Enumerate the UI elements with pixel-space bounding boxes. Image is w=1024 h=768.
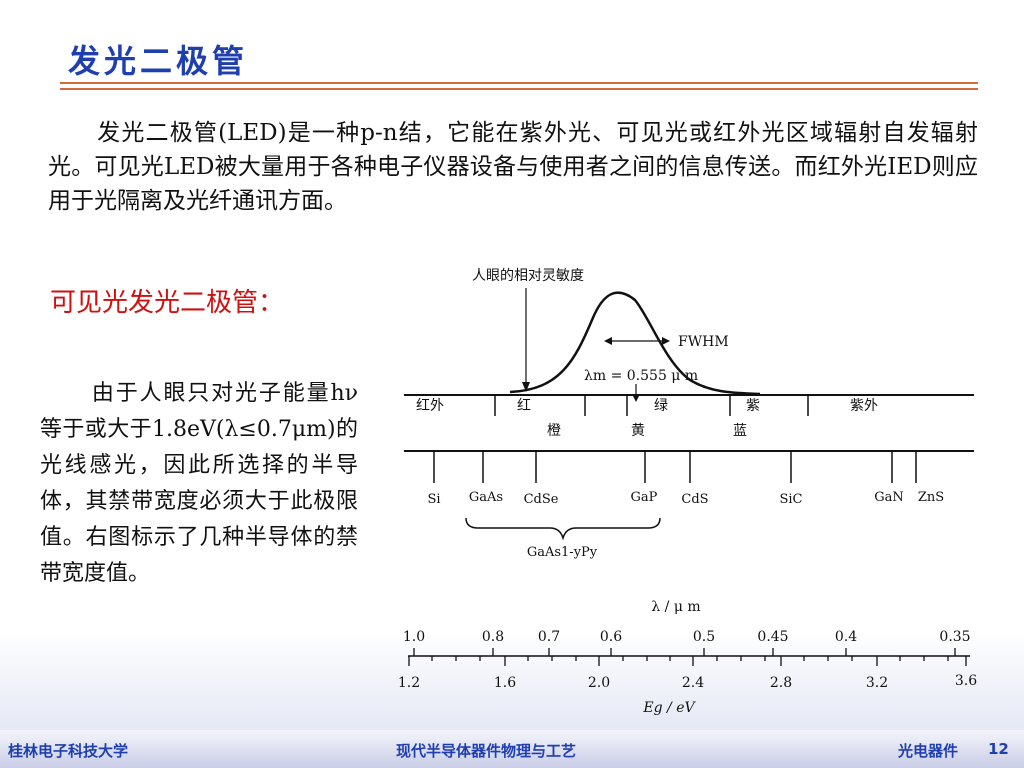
alloy-label: GaAs1-yPy	[527, 545, 598, 560]
section-subtitle: 可见光发光二极管：	[50, 288, 285, 318]
wavelength-tick-1-0: 1.0	[403, 629, 425, 645]
intro-paragraph: 发光二极管(LED)是一种p-n结，它能在紫外光、可见光或红外光区域辐射自发辐射…	[48, 116, 978, 218]
spectrum-label-orange: 橙	[547, 423, 561, 439]
footer-shade	[0, 630, 1024, 730]
spectrum-label-violet: 紫	[746, 398, 760, 414]
energy-tick-3-2: 3.2	[866, 675, 888, 691]
material-cds: CdS	[681, 492, 708, 507]
energy-tick-2-8: 2.8	[770, 675, 792, 691]
wavelength-axis-label: λ / μ m	[651, 599, 700, 615]
footer-bar: 桂林电子科技大学 现代半导体器件物理与工艺 光电器件 12	[0, 730, 1024, 768]
material-si: Si	[427, 492, 440, 507]
material-zns: ZnS	[918, 490, 944, 505]
material-cdse: CdSe	[524, 492, 559, 507]
footer-course: 现代半导体器件物理与工艺	[396, 742, 577, 760]
intro-text: 发光二极管(LED)是一种p-n结，它能在紫外光、可见光或红外光区域辐射自发辐射…	[48, 120, 978, 214]
material-gaas: GaAs	[469, 490, 503, 505]
spectrum-label-green: 绿	[654, 398, 668, 414]
footer-chapter: 光电器件	[898, 742, 959, 760]
material-gan: GaN	[874, 490, 904, 505]
sensitivity-curve	[509, 291, 761, 396]
footer-university: 桂林电子科技大学	[8, 742, 129, 760]
title-rule-top	[60, 82, 978, 84]
material-sic: SiC	[779, 492, 802, 507]
spectrum-label-infrared: 红外	[416, 398, 444, 414]
wavelength-tick-0-4: 0.4	[835, 629, 857, 645]
energy-axis-label: Eg / eV	[642, 700, 696, 716]
side-paragraph: 由于人眼只对光子能量hν等于或大于1.8eV(λ≤0.7μm)的光线感光，因此所…	[40, 376, 358, 592]
energy-tick-2-4: 2.4	[682, 675, 704, 691]
slide-title: 发光二极管	[68, 42, 249, 80]
lambda-m-label: λm = 0.555 μ m	[584, 368, 698, 384]
title-rule-bottom	[60, 88, 978, 90]
fwhm-label: FWHM	[678, 334, 729, 350]
material-gap: GaP	[631, 490, 658, 505]
wavelength-tick-0-5: 0.5	[693, 629, 715, 645]
energy-tick-1-6: 1.6	[494, 675, 516, 691]
energy-tick-1-2: 1.2	[398, 675, 420, 691]
footer-page-number: 12	[988, 740, 1009, 758]
energy-tick-3-6: 3.6	[955, 673, 977, 689]
spectrum-label-blue: 蓝	[733, 423, 747, 439]
spectrum-label-ultraviolet: 紫外	[850, 398, 878, 414]
side-text: 由于人眼只对光子能量hν等于或大于1.8eV(λ≤0.7μm)的光线感光，因此所…	[40, 381, 358, 586]
wavelength-tick-0-6: 0.6	[600, 629, 622, 645]
wavelength-tick-0-8: 0.8	[482, 629, 504, 645]
wavelength-tick-marks	[413, 648, 956, 656]
wavelength-tick-0-35: 0.35	[939, 629, 970, 645]
eye-sensitivity-label: 人眼的相对灵敏度	[472, 268, 584, 284]
alloy-brace	[465, 517, 661, 541]
wavelength-tick-0-45: 0.45	[757, 629, 788, 645]
energy-tick-marks	[408, 656, 967, 666]
spectrum-label-yellow: 黄	[631, 422, 645, 439]
spectrum-label-red: 红	[517, 398, 531, 414]
wavelength-tick-0-7: 0.7	[538, 629, 560, 645]
energy-tick-2-0: 2.0	[588, 675, 610, 691]
